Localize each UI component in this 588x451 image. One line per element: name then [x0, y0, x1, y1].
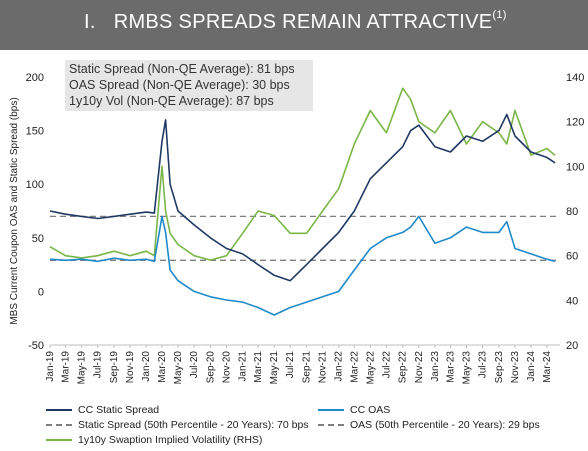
x-tick-label: Nov-20: [221, 351, 232, 384]
title-text: RMBS SPREADS REMAIN ATTRACTIVE: [113, 11, 493, 33]
title-banner: I. RMBS SPREADS REMAIN ATTRACTIVE(1): [0, 0, 588, 50]
footnote-marker: (1): [492, 9, 507, 21]
y2-tick-label: 140: [566, 72, 584, 84]
legend-label-static-pct: Static Spread (50th Percentile - 20 Year…: [78, 419, 309, 431]
x-tick-label: Sep-20: [205, 351, 216, 384]
y-tick-label: 50: [32, 233, 44, 245]
legend-item-static: CC Static Spread: [46, 404, 159, 416]
legend-swatch-oas: [318, 409, 344, 411]
y-tick-label: 200: [26, 72, 44, 84]
x-tick-label: Jul-21: [285, 351, 296, 379]
x-tick-label: Sep-23: [494, 351, 505, 384]
legend-label-oas: CC OAS: [350, 404, 391, 416]
legend-label-oas-pct: OAS (50th Percentile - 20 Years): 29 bps: [350, 419, 540, 431]
y-tick-label: 100: [26, 179, 44, 191]
x-tick-label: Jan-21: [238, 351, 249, 382]
x-tick-label: Nov-19: [125, 351, 136, 384]
x-tick-label: Jul-22: [381, 351, 392, 379]
x-tick-label: Nov-22: [414, 351, 425, 384]
x-tick-label: Jan-24: [526, 351, 537, 382]
legend-item-oas-pct: OAS (50th Percentile - 20 Years): 29 bps: [318, 419, 540, 431]
legend-item-static-pct: Static Spread (50th Percentile - 20 Year…: [46, 419, 309, 431]
x-tick-label: Sep-22: [398, 351, 409, 384]
x-tick-label: May-21: [269, 351, 280, 385]
legend-item-oas: CC OAS: [318, 404, 390, 416]
y-axis-label: MBS Current Coupon OAS and Static Spread…: [9, 97, 20, 324]
legend-label-static: CC Static Spread: [78, 404, 160, 416]
y2-tick-label: 60: [566, 251, 578, 263]
legend-swatch-oas-pct: [318, 424, 344, 426]
legend-swatch-static-pct: [46, 424, 72, 426]
x-tick-label: Jul-23: [478, 351, 489, 379]
y2-tick-label: 20: [566, 340, 578, 352]
x-tick-label: May-19: [77, 351, 88, 385]
x-tick-label: Sep-19: [109, 351, 120, 384]
legend-label-vol: 1y10y Swaption Implied Volatility (RHS): [78, 434, 263, 446]
y2-tick-label: 40: [566, 295, 578, 307]
x-tick-label: May-22: [365, 351, 376, 385]
series-line-static-spread: [49, 113, 556, 282]
x-tick-label: Jan-23: [430, 351, 441, 382]
x-tick-label: Nov-21: [318, 351, 329, 384]
x-tick-label: Mar-19: [61, 351, 72, 383]
static-spread-average: Static Spread (Non-QE Average): 81 bps: [69, 62, 295, 76]
oas-spread-average: OAS Spread (Non-QE Average): 30 bps: [69, 78, 290, 92]
section-number: I.: [84, 11, 96, 33]
legend-item-vol: 1y10y Swaption Implied Volatility (RHS): [46, 434, 262, 446]
x-tick-label: Jul-20: [189, 351, 200, 379]
x-tick-label: Jan-19: [45, 351, 56, 382]
series-line-oas: [49, 215, 556, 316]
x-tick-label: Mar-22: [349, 351, 360, 383]
stats-box: Static Spread (Non-QE Average): 81 bps O…: [65, 60, 313, 111]
chart-legend: CC Static Spread CC OAS Static Spread (5…: [0, 404, 588, 451]
legend-swatch-vol: [46, 439, 72, 441]
x-tick-label: May-20: [173, 351, 184, 385]
legend-swatch-static: [46, 409, 72, 411]
y2-tick-label: 120: [566, 117, 584, 129]
x-tick-label: Jan-20: [141, 351, 152, 382]
x-tick-label: Nov-23: [510, 351, 521, 384]
x-tick-label: Mar-21: [253, 351, 264, 383]
y-tick-label: 0: [38, 286, 44, 298]
x-tick-label: Mar-20: [157, 351, 168, 383]
x-tick-label: Mar-23: [445, 351, 456, 383]
x-tick-label: Mar-24: [542, 351, 553, 383]
x-tick-label: Jan-22: [334, 351, 345, 382]
vol-average: 1y10y Vol (Non-QE Average): 87 bps: [69, 94, 274, 108]
y-tick-label: 150: [26, 126, 44, 138]
page-title: I. RMBS SPREADS REMAIN ATTRACTIVE(1): [84, 9, 507, 34]
y-tick-label: -50: [28, 340, 44, 352]
y2-tick-label: 80: [566, 206, 578, 218]
spread-chart: -50 0 50 100 150 200 20 40 60 80 100 120 140 MBS Curr…: [9, 72, 584, 385]
x-tick-label: May-23: [461, 351, 472, 385]
x-tick-label: Sep-21: [302, 351, 313, 384]
y2-tick-label: 100: [566, 161, 584, 173]
series-line-vol: [49, 87, 556, 261]
x-tick-label: Jul-19: [93, 351, 104, 379]
